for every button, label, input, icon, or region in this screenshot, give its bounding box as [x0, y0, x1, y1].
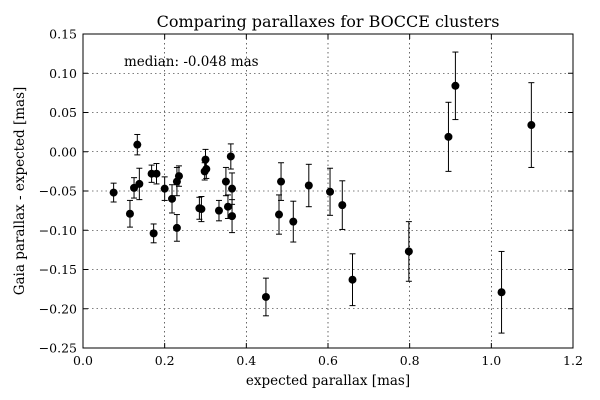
data-point [275, 210, 283, 219]
data-point [223, 202, 232, 211]
x-tick-label: 1.2 [563, 353, 583, 368]
y-tick-label: 0.15 [49, 27, 77, 42]
data-point [135, 179, 144, 188]
median-annotation: median: -0.048 mas [124, 54, 259, 70]
data-point [201, 155, 210, 164]
x-tick-label: 1.0 [481, 353, 501, 368]
y-tick-label: −0.15 [39, 262, 77, 277]
data-point [497, 288, 506, 297]
data-point [214, 206, 223, 215]
data-point [451, 81, 460, 90]
y-tick-label: −0.20 [39, 301, 77, 316]
y-tick-label: −0.10 [39, 223, 77, 238]
data-point [289, 217, 298, 226]
data-point [348, 275, 357, 284]
data-point [277, 177, 286, 186]
data-point [197, 205, 206, 214]
grid [83, 34, 573, 348]
data-point [109, 188, 118, 197]
data-point [444, 132, 453, 141]
data-point [261, 292, 270, 301]
x-tick-label: 0.4 [236, 353, 256, 368]
data-points [109, 81, 536, 301]
data-point [338, 201, 347, 210]
data-point [149, 229, 158, 238]
data-point [221, 177, 230, 186]
data-point [228, 212, 237, 221]
data-point [172, 223, 181, 232]
y-tick-label: −0.05 [39, 184, 77, 199]
chart-title: Comparing parallaxes for BOCCE clusters [157, 12, 500, 31]
data-point [228, 184, 237, 193]
y-tick-label: 0.05 [49, 105, 77, 120]
data-point [226, 152, 235, 161]
data-point [133, 140, 142, 149]
x-tick-label: 0.6 [318, 353, 338, 368]
data-point [404, 247, 413, 256]
y-axis-label: Gaia parallax - expected [mas] [12, 87, 28, 296]
data-point [527, 121, 536, 130]
y-tick-label: 0.10 [49, 66, 77, 81]
data-point [326, 187, 335, 196]
ticks: 0.0 0.2 0.4 0.6 0.8 1.0 1.2 −0.25 −0.20 −0.15 −0.1… [39, 27, 583, 369]
data-point [125, 209, 134, 218]
x-tick-label: 0.0 [73, 353, 93, 368]
data-point [174, 172, 183, 181]
data-point [152, 169, 161, 178]
data-point [202, 165, 211, 174]
error-bars [110, 51, 535, 334]
data-point [304, 181, 313, 190]
x-tick-label: 0.8 [400, 353, 420, 368]
x-tick-label: 0.2 [155, 353, 175, 368]
data-point [160, 184, 169, 193]
y-tick-label: −0.25 [39, 341, 77, 356]
x-axis-label: expected parallax [mas] [246, 373, 410, 389]
y-tick-label: 0.00 [49, 144, 77, 159]
data-point [168, 194, 177, 203]
